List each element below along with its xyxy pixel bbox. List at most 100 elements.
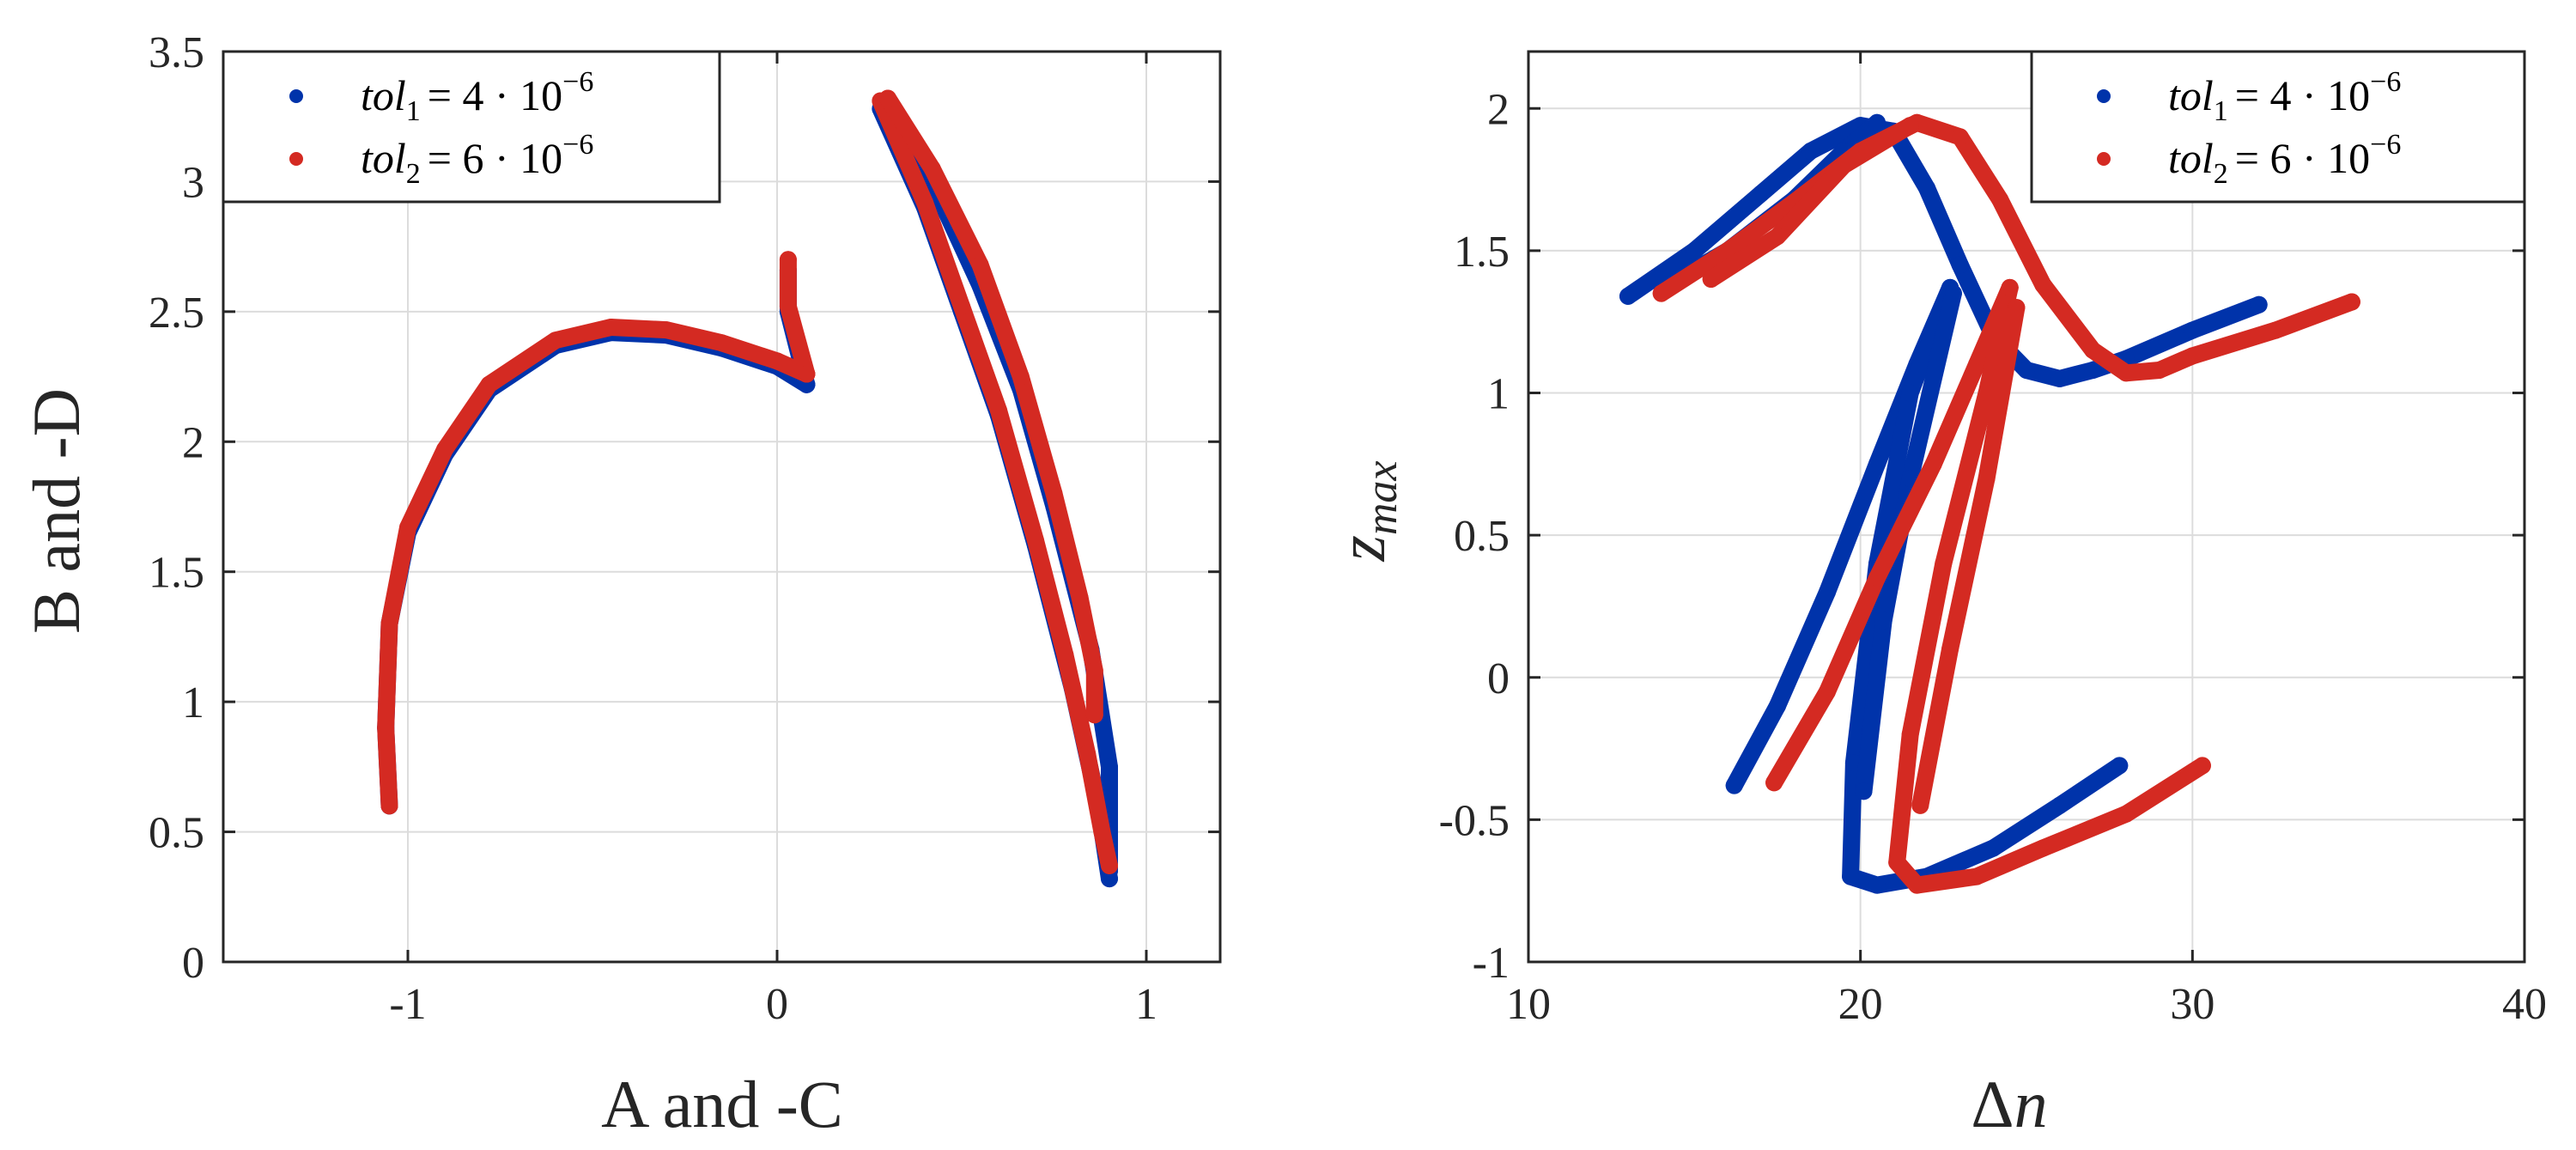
left-point-tol2 [1078,745,1097,763]
right-point-tol2 [1835,156,1853,174]
right-x-tick-label: 10 [1506,980,1551,1029]
left-data-layer [377,89,1118,888]
left-point-tol2 [713,334,731,352]
left-point-tol2 [547,332,564,350]
right-point-tol2 [1911,796,1929,814]
left-point-tol2 [399,519,416,537]
left-point-tol2 [769,352,786,370]
left-chart: -1 0 1 0 0.5 1 1.5 2 2.5 3 3.5 [149,28,1222,1029]
left-axes-frame [222,50,1222,964]
right-legend-marker-tol2 [2097,152,2111,166]
left-legend-marker-tol2 [289,152,303,166]
right-point-tol2 [1819,683,1836,701]
right-point-tol2 [1702,271,1720,288]
left-point-tol2 [953,297,970,315]
right-point-tol2 [2034,276,2052,294]
right-point-tol1 [1984,839,2002,857]
right-point-tol2 [1978,384,1996,402]
left-point-tol2 [480,375,498,393]
left-point-tol2 [1085,661,1103,679]
right-point-tol2 [1908,876,1926,894]
right-plot-area [1528,52,2524,962]
right-y-tick-label: 0 [1487,654,1510,703]
right-point-tol2 [1901,117,1919,135]
left-point-tol2 [779,297,797,315]
left-legend-label-tol2: tol2 = 6 · 10−6 [361,129,593,190]
right-point-tol2 [1991,191,2009,209]
right-y-tick-label: 2 [1487,85,1510,134]
right-point-tol1 [1868,876,1886,894]
right-y-axis-label: zmax [1324,461,1406,563]
right-point-tol2 [1978,469,1996,487]
right-legend-label-tol2: tol2 = 6 · 10−6 [2168,129,2401,190]
right-series-tol2-trace [1702,117,1919,288]
right-point-tol1 [1686,241,1704,259]
left-legend-label-tol1: tol1 = 4 · 10−6 [361,66,593,127]
left-y-tick-label: 1.5 [149,549,204,598]
right-point-tol1 [1918,179,1935,197]
left-point-tol2 [380,797,398,815]
left-y-tick-label: 3.5 [149,28,204,77]
right-x-tick-label: 20 [1838,980,1883,1029]
left-point-tol2 [1012,368,1030,386]
left-point-tol2 [971,256,989,274]
left-x-tick-label: -1 [389,980,426,1029]
right-axes-frame [1527,50,2526,964]
right-point-tol2 [2117,364,2135,382]
right-x-tick-label: 30 [2170,980,2215,1029]
right-y-tick-label: -0.5 [1439,796,1510,845]
right-point-tol1 [1901,469,1919,487]
right-point-tol2 [1901,726,1919,743]
right-point-tol1 [1951,256,1969,274]
left-y-tick-label: 1 [182,678,204,727]
left-y-axis-label: B and -D [19,388,94,634]
right-data-layer [1619,113,2360,894]
left-legend-marker-tol1 [289,89,303,103]
left-point-tol2 [923,160,941,178]
left-point-tol2 [1085,706,1103,724]
right-y-tick-label: -1 [1473,939,1510,988]
right-point-tol2 [2117,805,2135,823]
left-y-tick-label: 0.5 [149,809,204,858]
right-y-tick-label: 1 [1487,370,1510,419]
right-point-tol1 [1619,287,1637,305]
right-point-tol1 [1855,782,1873,800]
left-point-tol2 [916,193,933,211]
left-x-axis-label: A and -C [601,1067,843,1141]
right-point-tol2 [1941,640,1959,658]
right-point-tol1 [1725,776,1743,794]
right-point-tol2 [2184,347,2202,365]
right-x-axis-label: Δn [1971,1067,2047,1141]
left-point-tol2 [990,401,1007,419]
right-series-tol1-trace [1842,278,2129,894]
left-point-tol2 [380,615,398,633]
left-x-tick-label: 1 [1135,980,1157,1029]
right-point-tol2 [1652,284,1670,302]
left-series-tol2-trace [879,89,1103,724]
right-point-tol1 [1901,384,1919,402]
left-point-tol2 [658,321,675,339]
left-point-tol2 [1027,532,1044,550]
right-chart: 10 20 30 40 -1 -0.5 0 0.5 1 1.5 2 [1439,50,2547,1029]
left-point-tol2 [779,251,797,269]
right-point-tol2 [1719,241,1736,259]
right-point-tol1 [2250,295,2268,313]
right-point-tol2 [1935,555,1953,573]
left-series-tol2-trace [377,319,816,815]
left-point-tol2 [1071,589,1089,606]
left-y-tick-label: 2.5 [149,289,204,338]
right-x-tick-label: 40 [2502,980,2547,1029]
right-point-tol2 [2034,839,2052,857]
left-y-tick-label: 2 [182,418,204,467]
right-legend-marker-tol1 [2097,89,2111,103]
right-point-tol1 [1752,185,1770,203]
left-point-tol2 [798,365,816,383]
left-x-tick-label: 0 [766,980,788,1029]
right-point-tol2 [2342,293,2360,311]
right-point-tol1 [1868,113,1886,131]
right-y-tick-label: 1.5 [1454,228,1510,277]
right-point-tol1 [1874,612,1893,630]
right-point-tol1 [2111,757,2129,775]
left-point-tol2 [1056,646,1074,664]
